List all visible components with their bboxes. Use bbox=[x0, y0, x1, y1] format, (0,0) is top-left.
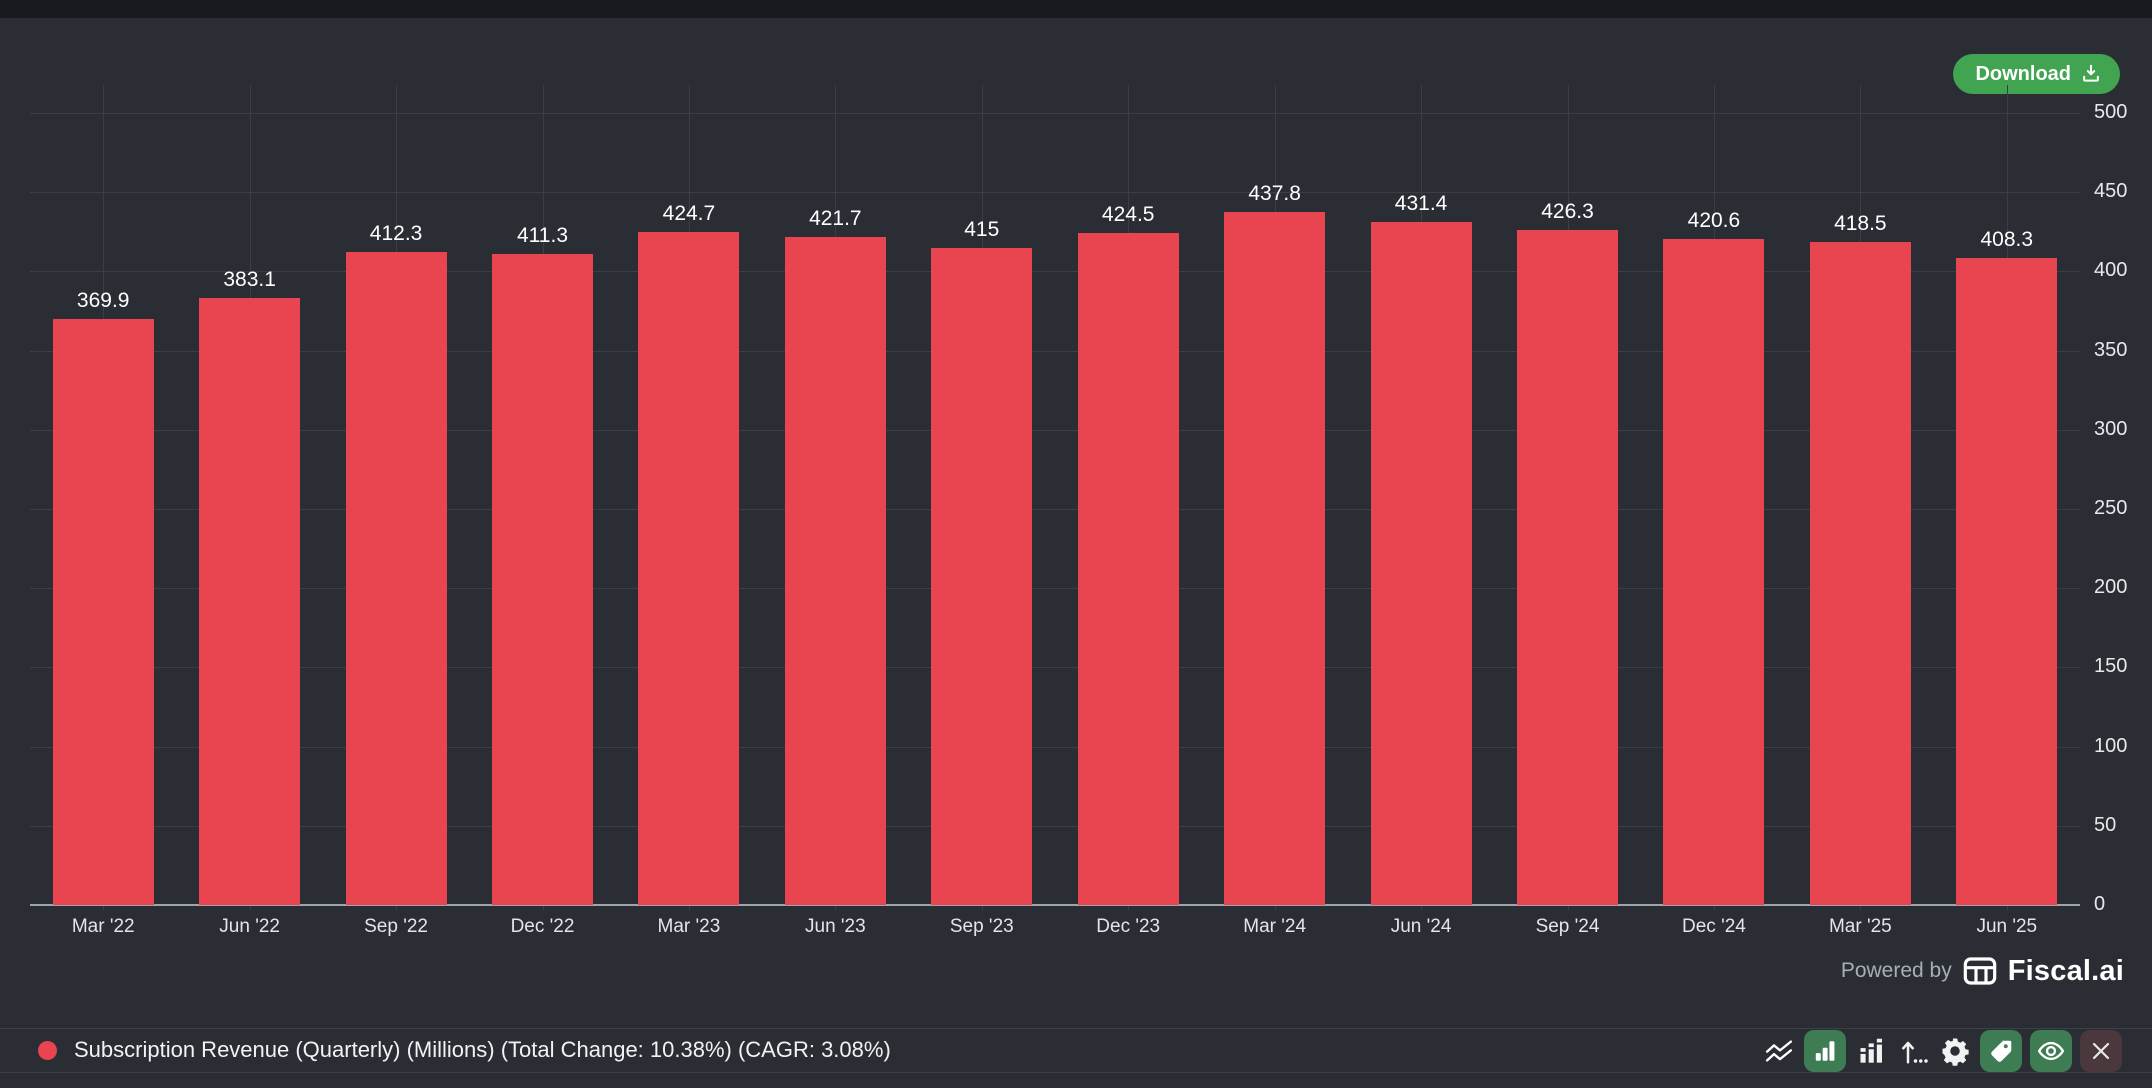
revenue-bar[interactable] bbox=[1077, 232, 1179, 905]
bar-value-label: 412.3 bbox=[369, 221, 423, 245]
x-axis-tick-label: Dec '23 bbox=[1096, 916, 1161, 937]
bar-value-label: 418.5 bbox=[1834, 212, 1887, 236]
bar-value-label: 369.9 bbox=[76, 289, 130, 313]
eye-icon[interactable] bbox=[2030, 1029, 2072, 1072]
revenue-bar[interactable] bbox=[345, 251, 447, 905]
bar-value-label: 408.3 bbox=[1980, 228, 2034, 252]
y-gridline bbox=[30, 667, 2080, 669]
multi-line-chart-icon[interactable] bbox=[1762, 1034, 1796, 1068]
y-axis-tick-label: 100 bbox=[2094, 734, 2128, 757]
bar-value-label: 431.4 bbox=[1394, 191, 1448, 215]
y-gridline bbox=[30, 509, 2080, 510]
y-gridline bbox=[30, 825, 2080, 827]
x-axis-tick-label: Mar '22 bbox=[71, 916, 135, 937]
x-axis-tick-label: Sep '23 bbox=[949, 916, 1014, 937]
x-axis-tick-label: Dec '22 bbox=[510, 916, 575, 937]
powered-by-text: Powered by bbox=[1840, 959, 1952, 982]
revenue-bar[interactable] bbox=[1809, 242, 1911, 905]
series-color-dot bbox=[38, 1041, 57, 1060]
x-axis-tick-label: Jun '22 bbox=[219, 916, 280, 937]
sort-ascending-icon[interactable] bbox=[1896, 1034, 1930, 1068]
x-axis-tick-label: Sep '24 bbox=[1535, 916, 1600, 937]
download-button[interactable]: Download bbox=[1953, 54, 2120, 94]
revenue-bar[interactable] bbox=[1956, 258, 2058, 905]
x-axis-tick-label: Mar '23 bbox=[657, 916, 721, 937]
x-axis-tick-label: Sep '22 bbox=[364, 916, 428, 937]
y-axis-tick-label: 400 bbox=[2094, 259, 2128, 282]
y-axis-tick-label: 300 bbox=[2094, 417, 2128, 440]
y-gridline bbox=[30, 429, 2080, 431]
bar-value-label: 411.3 bbox=[517, 223, 568, 247]
revenue-bar[interactable] bbox=[52, 319, 154, 905]
revenue-bar[interactable] bbox=[638, 232, 740, 905]
y-axis-tick-label: 250 bbox=[2094, 497, 2128, 519]
x-axis-line bbox=[30, 904, 2080, 906]
y-axis-tick-label: 500 bbox=[2094, 101, 2128, 123]
powered-by-attribution: Powered by Fiscal.ai bbox=[1841, 951, 2124, 991]
revenue-bar[interactable] bbox=[931, 247, 1033, 905]
bar-value-label: 421.7 bbox=[809, 207, 862, 231]
x-axis-tick-label: Jun '23 bbox=[805, 916, 866, 937]
y-gridline bbox=[30, 271, 2080, 273]
bar-value-label: 383.1 bbox=[223, 268, 276, 292]
y-axis-tick-label: 150 bbox=[2094, 655, 2128, 678]
y-axis-tick-label: 50 bbox=[2094, 813, 2117, 836]
x-axis-tick-label: Mar '25 bbox=[1828, 916, 1892, 937]
x-axis-tick-label: Jun '24 bbox=[1390, 916, 1452, 937]
y-axis-tick-label: 0 bbox=[2094, 893, 2106, 915]
revenue-bar[interactable] bbox=[199, 298, 301, 905]
y-gridline bbox=[30, 350, 2080, 352]
y-axis-tick-label: 350 bbox=[2094, 338, 2128, 361]
bar-chart-plot-area: 0 50 100 150 200 250 300 350 400 450 500 369.9 Mar '… bbox=[30, 85, 2128, 937]
x-axis-tick-label: Dec '24 bbox=[1682, 916, 1746, 937]
revenue-bar[interactable] bbox=[1370, 221, 1472, 905]
x-axis-tick-label: Jun '25 bbox=[1976, 916, 2038, 937]
bar-value-label: 426.3 bbox=[1541, 199, 1594, 223]
download-icon bbox=[2080, 63, 2102, 85]
gear-icon[interactable] bbox=[1938, 1034, 1972, 1068]
bar-value-label: 424.7 bbox=[662, 202, 716, 226]
bar-value-label: 437.8 bbox=[1248, 181, 1301, 205]
y-gridline bbox=[30, 113, 2080, 114]
y-axis-tick-label: 450 bbox=[2094, 180, 2128, 203]
series-legend-label: Subscription Revenue (Quarterly) (Millio… bbox=[74, 1037, 891, 1062]
revenue-bar[interactable] bbox=[1224, 211, 1326, 905]
legend-bar: Subscription Revenue (Quarterly) (Millio… bbox=[0, 1029, 2152, 1072]
top-frame-strip bbox=[0, 0, 2152, 18]
fiscal-ai-brand-text: Fiscal.ai bbox=[2007, 954, 2124, 987]
revenue-bar[interactable] bbox=[1663, 238, 1765, 905]
bar-chart-icon[interactable] bbox=[1804, 1029, 1846, 1072]
x-axis-tick-label: Mar '24 bbox=[1243, 916, 1307, 937]
bar-value-label: 424.5 bbox=[1101, 202, 1155, 226]
bar-value-label: 420.6 bbox=[1687, 208, 1741, 232]
legend-top-divider bbox=[0, 1028, 2152, 1029]
grouped-bar-chart-icon[interactable] bbox=[1854, 1034, 1888, 1068]
y-axis-tick-label: 200 bbox=[2094, 576, 2128, 599]
fiscal-ai-logo-icon bbox=[1962, 955, 1998, 987]
revenue-bar[interactable] bbox=[492, 253, 593, 905]
chart-toolbar bbox=[1762, 1029, 2122, 1072]
download-button-label: Download bbox=[1975, 62, 2071, 85]
y-gridline bbox=[30, 588, 2080, 590]
y-gridline bbox=[30, 746, 2080, 748]
close-icon[interactable] bbox=[2080, 1029, 2122, 1072]
bar-value-label: 415 bbox=[964, 217, 1000, 241]
revenue-bar[interactable] bbox=[1517, 229, 1618, 905]
revenue-bar[interactable] bbox=[784, 237, 886, 905]
tag-icon[interactable] bbox=[1980, 1029, 2022, 1072]
y-gridline bbox=[30, 192, 2080, 194]
legend-bottom-divider bbox=[0, 1072, 2152, 1073]
